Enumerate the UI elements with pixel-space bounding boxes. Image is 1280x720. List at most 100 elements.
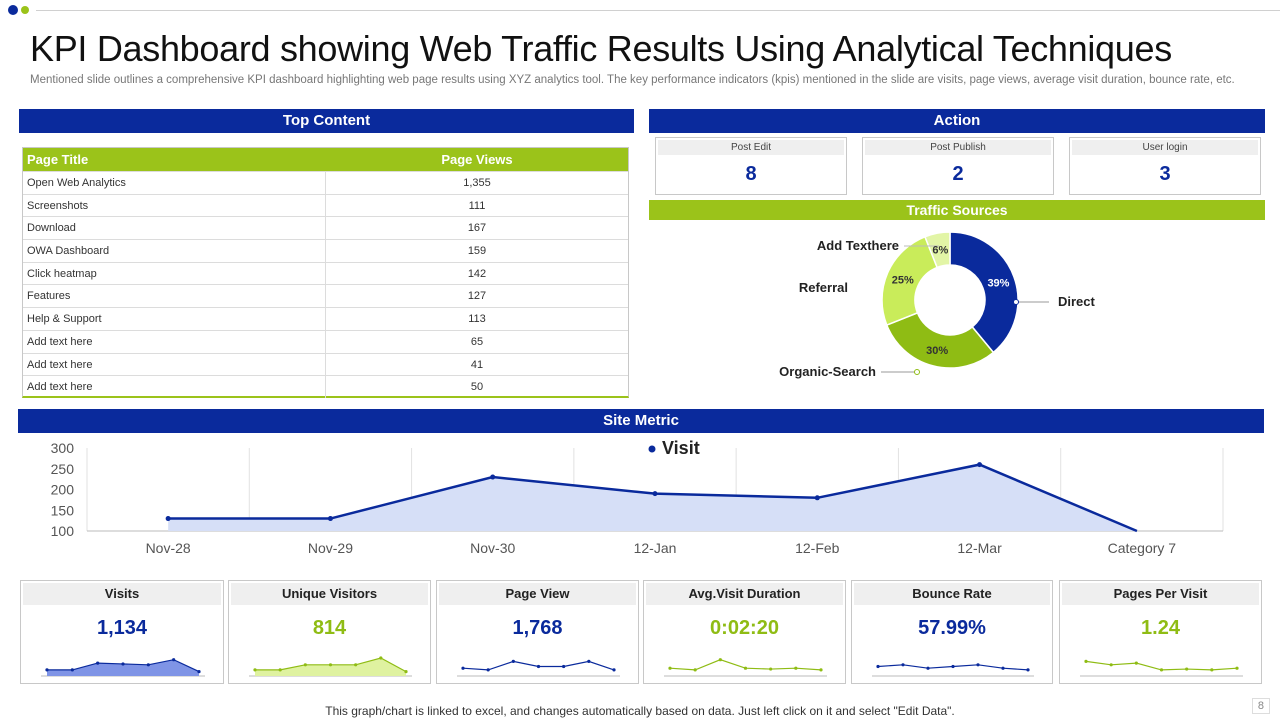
legend-label-visit: Visit [662, 438, 700, 458]
kpi-card-page-view: Page View 1,768 [436, 580, 639, 684]
sparkline-point [486, 668, 490, 672]
y-tick-label: 100 [51, 523, 75, 539]
sparkline-point [951, 664, 955, 669]
kpi-label: Visits [23, 583, 221, 605]
sparkline-point [536, 664, 541, 669]
x-tick-label: Nov-30 [470, 540, 515, 556]
decor-dot-green [21, 6, 29, 14]
slide-decor-dots [8, 5, 29, 15]
sparkline-point [278, 668, 282, 672]
top-rule [36, 10, 1280, 11]
cell-page-title: OWA Dashboard [23, 240, 326, 262]
sparkline-point [303, 663, 307, 667]
sparkline-point [562, 664, 566, 669]
kpi-card-pages-per-visit: Pages Per Visit 1.24 [1059, 580, 1262, 684]
sparkline-point [587, 659, 591, 663]
cell-page-views: 113 [468, 313, 486, 326]
x-tick-label: 12-Feb [795, 540, 840, 556]
sparkline-point [718, 658, 722, 662]
sparkline-point [45, 668, 49, 672]
kpi-sparkline [249, 656, 412, 677]
cell-page-title: Screenshots [23, 194, 326, 217]
col-header-page-views: Page Views [441, 152, 513, 167]
kpi-sparkline [41, 658, 205, 677]
sparkline-point [976, 663, 980, 667]
cell-page-views: 159 [467, 245, 487, 258]
visit-data-point [490, 474, 496, 480]
sparkline-point [926, 666, 930, 670]
legend-marker [648, 445, 656, 453]
card-value: 3 [1159, 163, 1171, 185]
col-header-page-title: Page Title [27, 152, 89, 167]
sparkline-point [1185, 667, 1189, 671]
kpi-label: Pages Per Visit [1062, 583, 1259, 605]
x-tick-label: 12-Mar [957, 540, 1002, 556]
cell-page-title: Click heatmap [23, 262, 326, 285]
sparkline-point [819, 668, 823, 672]
page-number: 8 [1251, 698, 1270, 714]
cell-page-views: 1,355 [463, 177, 491, 189]
legend-label-referral: Referral [799, 280, 848, 295]
kpi-value: 57.99% [918, 617, 986, 639]
kpi-card-avg-visit-duration: Avg.Visit Duration 0:02:20 [643, 580, 846, 684]
sparkline-point [121, 662, 125, 666]
legend-label-organic-search: Organic-Search [779, 364, 876, 379]
legend-label-direct: Direct [1058, 294, 1096, 309]
cell-page-title: Download [23, 217, 326, 240]
kpi-sparkline [664, 658, 827, 677]
sparkline-point [901, 663, 905, 667]
sparkline-point [461, 666, 465, 670]
footnote: This graph/chart is linked to excel, and… [325, 704, 955, 718]
kpi-value: 1,768 [512, 617, 563, 639]
sparkline-point [1159, 668, 1164, 672]
page-title: KPI Dashboard showing Web Traffic Result… [30, 28, 1172, 69]
kpi-label: Bounce Rate [854, 583, 1050, 605]
table-row: Add text here 50 [23, 375, 628, 398]
table-row: Open Web Analytics 1,355 [23, 171, 628, 194]
x-tick-label: Category 7 [1108, 540, 1177, 556]
kpi-label: Page View [439, 583, 636, 605]
y-tick-label: 300 [51, 440, 75, 456]
action-header: Action [649, 109, 1265, 133]
action-card-user-login: User login 3 [1069, 137, 1261, 195]
cell-page-views: 111 [468, 199, 486, 212]
y-tick-label: 250 [51, 461, 75, 477]
sparkline-point [612, 668, 616, 672]
table-row: Add text here 41 [23, 352, 628, 376]
sparkline-point [743, 666, 748, 670]
sparkline-point [253, 668, 257, 672]
card-label: Post Publish [865, 140, 1051, 155]
cell-page-views: 142 [467, 267, 487, 280]
sparkline-point [1001, 666, 1005, 670]
table-row: Help & Support 113 [23, 307, 628, 330]
donut-pct-label: 6% [932, 244, 948, 256]
table-row: Screenshots 111 [23, 193, 628, 217]
cell-page-views: 127 [467, 290, 487, 303]
y-tick-label: 150 [51, 502, 75, 518]
sparkline-point [70, 668, 74, 672]
y-tick-label: 200 [51, 482, 75, 498]
visit-data-point [977, 462, 983, 468]
table-row: Features 127 [23, 284, 628, 308]
action-card-post-publish: Post Publish 2 [862, 137, 1054, 195]
visit-data-point [652, 491, 658, 497]
sparkline-point [379, 656, 383, 660]
site-metric-chart: 300 250 200 150 100 Nov-28 Nov-29 Nov-30 12-Jan 1… [18, 434, 1264, 577]
sparkline-point [1210, 668, 1214, 672]
cell-page-title: Add text here [23, 353, 326, 376]
traffic-donut-chart: Direct Organic-Search Referral Add Texth… [779, 231, 1096, 379]
table-row: Add text here 65 [23, 329, 628, 353]
kpi-value: 1,134 [96, 617, 148, 639]
donut-slice-direct [949, 231, 1019, 354]
donut-pct-label: 30% [926, 345, 948, 357]
x-tick-label: 12-Jan [634, 540, 677, 556]
donut-slice-add-texthere [923, 231, 951, 269]
card-label: Post Edit [658, 140, 844, 155]
card-value: 8 [745, 163, 757, 185]
visit-area-fill [168, 464, 1137, 531]
visit-data-point [165, 516, 171, 522]
table-row: Click heatmap 142 [23, 261, 628, 285]
card-value: 2 [952, 163, 964, 185]
legend-label-add-text: Add Texthere [817, 238, 899, 253]
top-content-header: Top Content [19, 109, 634, 133]
